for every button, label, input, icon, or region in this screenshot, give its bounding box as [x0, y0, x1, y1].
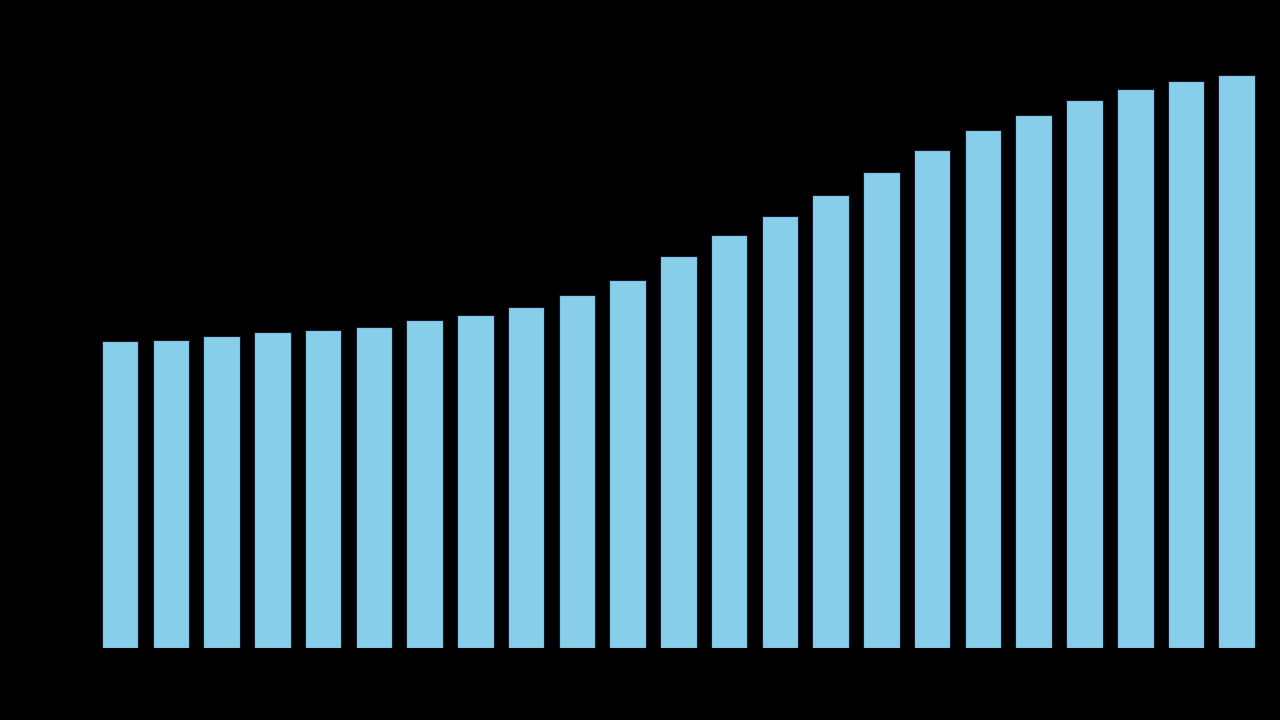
Bar — [863, 172, 900, 648]
Bar — [1117, 89, 1153, 648]
Bar — [1219, 75, 1254, 648]
Bar — [406, 320, 443, 648]
Bar — [813, 194, 849, 648]
Bar — [356, 327, 392, 648]
Bar — [558, 295, 595, 648]
Bar — [152, 340, 189, 648]
Bar — [305, 330, 342, 648]
Bar — [1066, 100, 1103, 648]
Bar — [1167, 81, 1204, 648]
Bar — [762, 215, 799, 648]
Bar — [457, 315, 494, 648]
Bar — [508, 307, 544, 648]
Bar — [710, 235, 748, 648]
Bar — [609, 280, 646, 648]
Bar — [965, 130, 1001, 648]
Bar — [914, 150, 951, 648]
Bar — [1015, 114, 1052, 648]
Bar — [102, 341, 138, 648]
Bar — [660, 256, 696, 648]
Bar — [253, 332, 291, 648]
Bar — [204, 336, 239, 648]
